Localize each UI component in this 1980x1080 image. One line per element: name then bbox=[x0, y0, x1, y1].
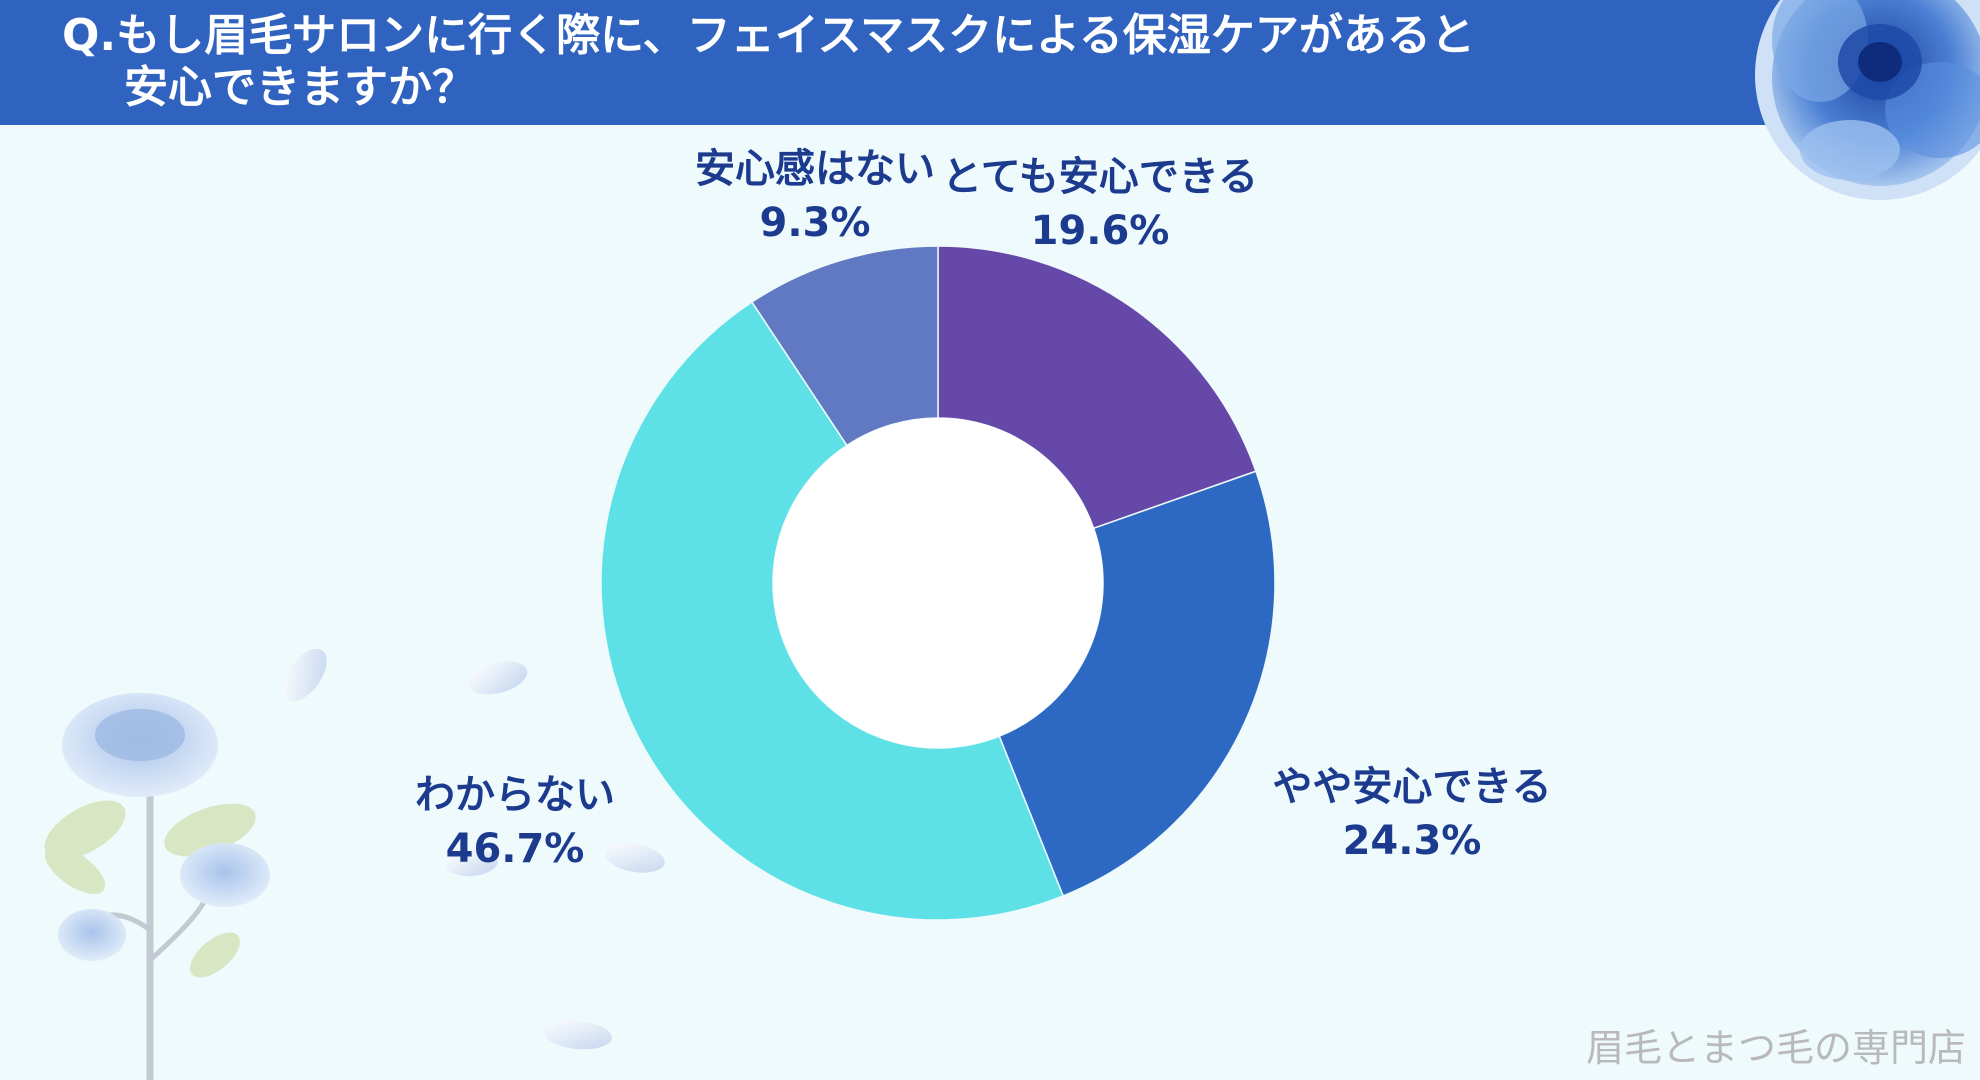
slice-category-label: 安心感はない bbox=[695, 146, 935, 192]
slice-value-label: 24.3% bbox=[1342, 818, 1482, 864]
donut-hole bbox=[773, 418, 1103, 748]
slice-label-3: わからない 46.7% bbox=[415, 768, 615, 876]
blue-rose-icon bbox=[1755, 0, 1980, 200]
title-line-1: Q.もし眉毛サロンに行く際に、フェイスマスクによる保湿ケアがあると bbox=[62, 10, 1475, 61]
donut-chart bbox=[600, 245, 1276, 921]
slice-value-label: 9.3% bbox=[759, 200, 871, 246]
header-bar: Q.もし眉毛サロンに行く際に、フェイスマスクによる保湿ケアがあると 安心できます… bbox=[0, 0, 1980, 125]
slice-value-label: 46.7% bbox=[445, 826, 585, 872]
slice-label-4: 安心感はない 9.3% bbox=[695, 142, 935, 250]
brand-footer: 眉毛とまつ毛の専門店 bbox=[1585, 1026, 1966, 1070]
slice-category-label: とても安心できる bbox=[942, 154, 1258, 200]
slice-label-2: やや安心できる 24.3% bbox=[1272, 760, 1551, 868]
rose-branch-icon bbox=[44, 693, 270, 1080]
slice-category-label: やや安心できる bbox=[1272, 764, 1552, 810]
slice-value-label: 19.6% bbox=[1030, 208, 1170, 254]
page-title: Q.もし眉毛サロンに行く際に、フェイスマスクによる保湿ケアがあると 安心できます… bbox=[62, 10, 1742, 114]
slice-category-label: わからない bbox=[415, 772, 615, 818]
title-line-2: 安心できますか？ bbox=[124, 62, 476, 113]
petal-icon bbox=[283, 648, 665, 1050]
slice-label-1: とても安心できる 19.6% bbox=[942, 150, 1258, 258]
